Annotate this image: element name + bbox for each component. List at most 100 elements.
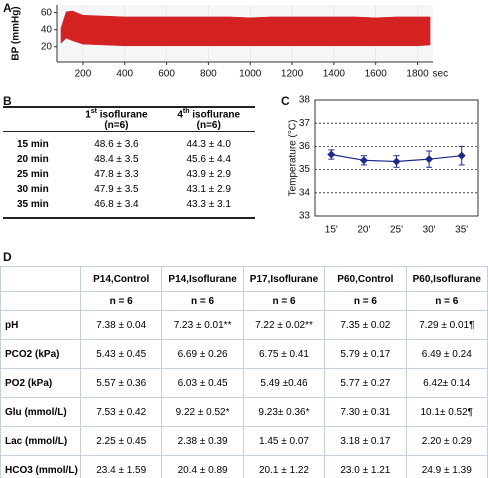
row-label: 35 min (17, 199, 49, 211)
value-cell: 43.9 ± 2.9 (186, 169, 231, 181)
marker (425, 155, 434, 164)
row-label: HCO3 (mmol/L) (0, 455, 81, 478)
y-axis-label: BP (mmHg) (11, 6, 22, 60)
header-text: (n=6) (104, 120, 129, 132)
panel-label: C (281, 94, 290, 108)
header-cell: 1st isoflurane (n=6) (70, 107, 162, 132)
value-cell: 7.29 ± 0.01¶ (405, 310, 488, 340)
header-text: (n=6) (196, 120, 221, 132)
table-row: 25 min 47.8 ± 3.3 43.9 ± 2.9 (3, 167, 255, 182)
n-cell: n = 6 (242, 291, 326, 311)
row-label: 30 min (17, 184, 49, 196)
y-tick-label: 38 (299, 95, 311, 106)
x-tick-label: 30' (423, 225, 436, 236)
marker (327, 150, 336, 159)
table-row: PCO2 (kPa) 5.43 ± 0.45 6.69 ± 0.26 6.75 ± 0… (0, 339, 488, 369)
x-tick-label: 400 (116, 69, 133, 80)
table-d: P14,Control P14,Isoflurane P17,Isoflurane P… (0, 266, 488, 478)
x-tick-label: 1400 (323, 69, 346, 80)
header-cell: P60,Isoflurane (405, 266, 488, 292)
header-cell: P17,Isoflurane (242, 266, 326, 292)
x-tick-label: 600 (158, 69, 175, 80)
x-tick-label: 1000 (239, 69, 262, 80)
header-cell: P14,Control (79, 266, 163, 292)
x-tick-label: 1200 (281, 69, 304, 80)
value-cell: 24.9 ± 1.39 (405, 455, 488, 478)
value-cell: 2.20 ± 0.29 (405, 426, 488, 456)
value-cell: 6.42± 0.14 (405, 368, 488, 398)
y-tick-label: 40 (41, 24, 53, 35)
y-tick-label: 20 (41, 41, 53, 52)
table-row: pH 7.38 ± 0.04 7.23 ± 0.01** 7.22 ± 0.02** 7… (0, 310, 488, 340)
value-cell: 7.30 ± 0.31 (324, 397, 407, 427)
value-cell: 5.43 ± 0.45 (79, 339, 163, 369)
value-cell: 43.3 ± 3.1 (186, 199, 231, 211)
header-text: th (182, 108, 190, 115)
value-cell: 48.6 ± 3.6 (94, 139, 139, 151)
value-cell: 47.9 ± 3.5 (94, 184, 139, 196)
table-row: 30 min 47.9 ± 3.5 43.1 ± 2.9 (3, 182, 255, 197)
value-cell: 6.75 ± 0.41 (242, 339, 326, 369)
value-cell: 6.49 ± 0.24 (405, 339, 488, 369)
value-cell: 5.49 ±0.46 (242, 368, 326, 398)
n-cell: n = 6 (79, 291, 163, 311)
n-cell: n = 6 (324, 291, 407, 311)
bp-trace (60, 10, 431, 47)
x-tick-label: 800 (200, 69, 217, 80)
header-cell (0, 266, 81, 292)
y-tick-label: 60 (41, 7, 53, 18)
value-cell: 5.77 ± 0.27 (324, 368, 407, 398)
value-cell: 5.79 ± 0.17 (324, 339, 407, 369)
marker (457, 151, 466, 160)
table-b: 1st isoflurane (n=6) 4th isoflurane (n=6) … (3, 106, 255, 219)
value-cell: 7.38 ± 0.04 (79, 310, 163, 340)
value-cell: 7.23 ± 0.01** (161, 310, 244, 340)
value-cell: 47.8 ± 3.3 (94, 169, 139, 181)
row-label: 15 min (17, 139, 49, 151)
value-cell: 46.8 ± 3.4 (94, 199, 139, 211)
header-cell: P14,Isoflurane (161, 266, 244, 292)
panel-label: D (3, 250, 12, 264)
value-cell: 23.4 ± 1.59 (79, 455, 163, 478)
y-axis-label: Temperature (°C) (288, 120, 299, 197)
value-cell: 7.22 ± 0.02** (242, 310, 326, 340)
table-row: 35 min 46.8 ± 3.4 43.3 ± 3.1 (3, 197, 255, 218)
x-tick-label: 20' (357, 225, 370, 236)
marker (392, 157, 401, 166)
header-text: st (90, 108, 97, 115)
value-cell: 6.03 ± 0.45 (161, 368, 244, 398)
value-cell: 23.0 ± 1.21 (324, 455, 407, 478)
value-cell: 45.6 ± 4.4 (186, 154, 231, 166)
panel-label: B (3, 94, 12, 108)
header-text: 1 (85, 109, 91, 121)
header-text: isoflurane (189, 109, 241, 121)
header-text: 4 (177, 109, 183, 121)
x-tick-label: 15' (325, 225, 338, 236)
empty-cell (0, 291, 81, 311)
table-row: Glu (mmol/L) 7.53 ± 0.42 9.22 ± 0.52* 9.23±… (0, 397, 488, 427)
row-label: PO2 (kPa) (0, 368, 81, 398)
x-tick-label: 35' (455, 225, 468, 236)
x-tick-label: 200 (75, 69, 92, 80)
value-cell: 1.45 ± 0.07 (242, 426, 326, 456)
value-cell: 7.35 ± 0.02 (324, 310, 407, 340)
value-cell: 43.1 ± 2.9 (186, 184, 231, 196)
plot-frame (314, 99, 479, 217)
row-label: 20 min (17, 154, 49, 166)
value-cell: 2.38 ± 0.39 (161, 426, 244, 456)
header-cell: 4th isoflurane (n=6) (162, 107, 255, 132)
y-tick-label: 34 (299, 187, 311, 198)
row-label: Glu (mmol/L) (0, 397, 81, 427)
value-cell: 7.53 ± 0.42 (79, 397, 163, 427)
y-tick-label: 35 (299, 164, 311, 175)
header-text: isoflurane (97, 109, 148, 121)
value-cell: 2.25 ± 0.45 (79, 426, 163, 456)
table-row: Lac (mmol/L) 2.25 ± 0.45 2.38 ± 0.39 1.45 ±… (0, 426, 488, 456)
value-cell: 9.22 ± 0.52* (161, 397, 244, 427)
table-row: HCO3 (mmol/L) 23.4 ± 1.59 20.4 ± 0.89 20.1 … (0, 455, 488, 478)
value-cell: 9.23± 0.36* (242, 397, 326, 427)
value-cell: 20.1 ± 1.22 (242, 455, 326, 478)
x-tick-label: 25' (390, 225, 403, 236)
